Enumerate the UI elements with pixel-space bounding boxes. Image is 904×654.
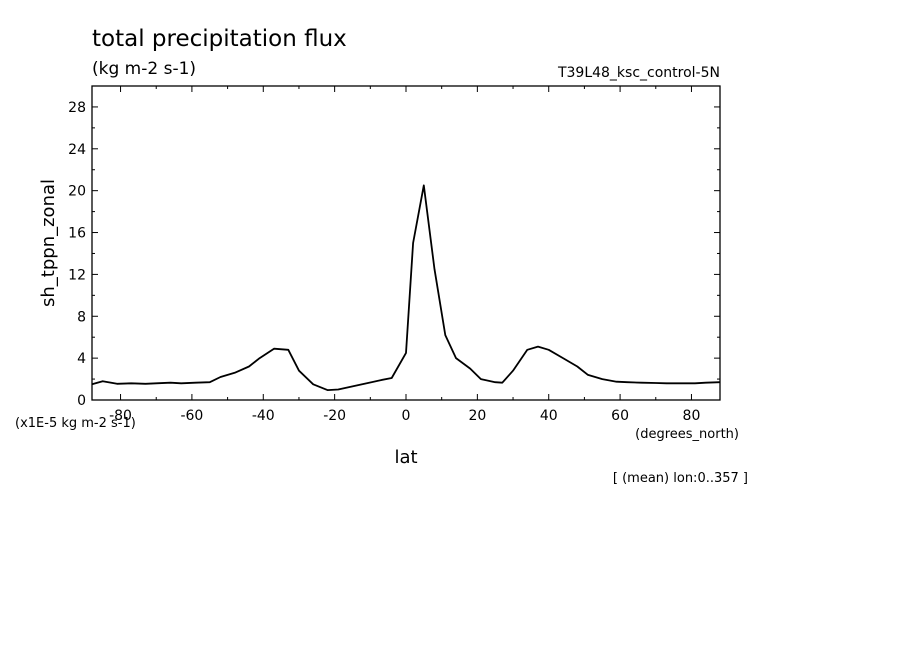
x-tick-label: 20 (468, 408, 486, 424)
mean-footnote: [ (mean) lon:0..357 ] (613, 471, 748, 486)
x-tick-label: 80 (683, 408, 701, 424)
y-axis-ticks: 0 4 8 12 16 20 24 28 (68, 85, 720, 409)
x-tick-label: -20 (323, 408, 346, 424)
chart-subtitle: (kg m-2 s-1) (92, 59, 196, 79)
x-axis-label: lat (394, 447, 417, 468)
y-tick-label: 28 (68, 100, 86, 116)
x-tick-label: 40 (540, 408, 558, 424)
y-tick-label: 12 (68, 267, 86, 283)
y-tick-label: 8 (77, 309, 86, 325)
x-axis-units: (degrees_north) (635, 427, 739, 442)
y-axis-label: sh_tppn_zonal (38, 179, 59, 307)
y-axis-units: (x1E-5 kg m-2 s-1) (15, 416, 136, 431)
y-tick-label: 16 (68, 226, 86, 242)
x-axis-ticks: -80 -60 -40 -20 0 20 40 60 80 (109, 86, 700, 424)
y-tick-label: 4 (77, 351, 86, 367)
x-tick-label: -40 (252, 408, 275, 424)
x-tick-label: -60 (180, 408, 203, 424)
x-tick-label: 60 (611, 408, 629, 424)
y-tick-label: 20 (68, 184, 86, 200)
y-tick-label: 0 (77, 393, 86, 409)
series-line-sh-tppn-zonal (91, 184, 721, 391)
x-tick-label: 0 (402, 408, 411, 424)
y-tick-label: 24 (68, 142, 86, 158)
chart-title: total precipitation flux (92, 26, 347, 52)
run-label: T39L48_ksc_control-5N (557, 65, 720, 81)
x-tick-label: -80 (109, 408, 132, 424)
